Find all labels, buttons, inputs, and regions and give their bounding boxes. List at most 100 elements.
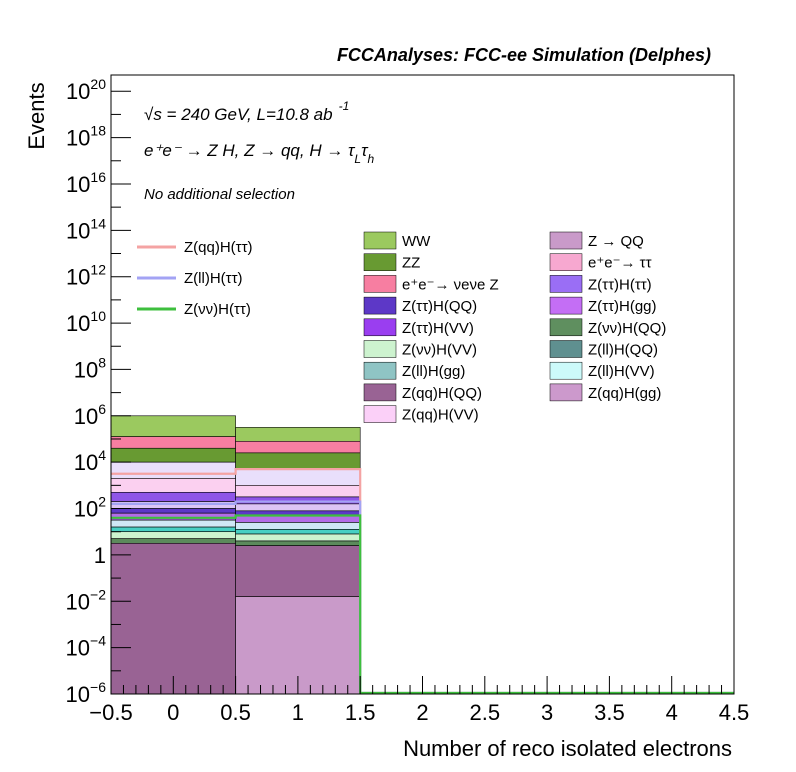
x-tick-label-10: 4.5 <box>719 700 750 725</box>
x-tick-label-8: 3.5 <box>594 700 625 725</box>
legend-signal-label-2: Z(νν)H(ττ) <box>184 301 251 318</box>
bar-bin0-band6 <box>110 501 236 509</box>
y-tick-label-8: 1010 <box>66 308 106 336</box>
y-tick-label-5: 104 <box>74 447 106 475</box>
x-tick-label-4: 1.5 <box>345 700 376 725</box>
x-tick-label-2: 0.5 <box>220 700 251 725</box>
bar-bin0-band8 <box>110 512 236 521</box>
legend-bkg-col1-label-3: Z(ττ)H(QQ) <box>402 298 477 315</box>
legend-bkg-col1-swatch-4 <box>363 318 397 337</box>
legend-bkg-col1-swatch-1 <box>363 253 397 271</box>
legend-bkg-col2-swatch-4 <box>549 318 583 337</box>
lumi-exponent: -1 <box>339 99 350 113</box>
legend-bkg-col2-label-7: Z(qq)H(gg) <box>588 385 661 402</box>
bar-bin1-band4 <box>235 485 361 498</box>
chart-header: FCCAnalyses: FCC-ee Simulation (Delphes) <box>337 45 711 65</box>
bar-bin0-band10 <box>110 526 236 533</box>
legend-bkg-col2-label-2: Z(ττ)H(ττ) <box>588 276 652 293</box>
bar-bin1-band5 <box>235 496 361 505</box>
bar-bin1-band6 <box>235 503 361 512</box>
x-tick-label-5: 2 <box>416 700 428 725</box>
x-axis-label: Number of reco isolated electrons <box>403 736 732 761</box>
x-tick-label-0: −0.5 <box>89 700 132 725</box>
legend-bkg-col1-swatch-8 <box>363 405 397 423</box>
legend-bkg-col2-swatch-3 <box>549 296 583 315</box>
process-sub2: h <box>367 152 374 166</box>
y-tick-label-12: 1018 <box>66 123 106 151</box>
legend-bkg-col2-swatch-0 <box>549 231 583 250</box>
legend: Z(qq)H(ττ) Z(ll)H(ττ) Z(νν)H(ττ) WW ZZ e⁺e⁻→ … <box>137 231 666 424</box>
process-main: e⁺e⁻ → Z H, Z → qq, H → τ <box>144 141 356 160</box>
bar-bin0-band2 <box>110 447 236 463</box>
legend-bkg-col2-label-6: Z(ll)H(VV) <box>588 363 655 380</box>
bar-bin0-band5 <box>110 492 236 502</box>
x-tick-label-6: 2.5 <box>470 700 501 725</box>
legend-bkg-col2-swatch-5 <box>549 340 583 358</box>
legend-bkg-col1-swatch-0 <box>363 231 397 250</box>
legend-bkg-col1-label-8: Z(qq)H(VV) <box>402 407 479 424</box>
legend-bkg-col1-swatch-3 <box>363 296 397 315</box>
legend-bkg-col2-swatch-2 <box>549 275 583 293</box>
y-tick-label-7: 108 <box>74 354 106 382</box>
y-axis-label: Events <box>24 82 49 149</box>
bar-bin1-band1 <box>235 440 361 454</box>
stacked-bars <box>110 415 361 695</box>
bar-bin1-band10 <box>235 529 361 535</box>
y-tick-label-0: 10−6 <box>66 679 107 707</box>
legend-bkg-col2-swatch-7 <box>549 383 583 402</box>
y-axis-ticks: 10−6 10−4 10−2 1 102 104 106 108 1010 1012 1014 101… <box>66 76 131 707</box>
legend-bkg-col2-label-0: Z → QQ <box>588 233 644 250</box>
legend-signal-label-0: Z(qq)H(ττ) <box>184 239 253 256</box>
legend-bkg-col1-label-0: WW <box>402 233 431 250</box>
legend-bkg-col2-label-5: Z(ll)H(QQ) <box>588 342 658 359</box>
legend-bkg-col1-label-4: Z(ττ)H(VV) <box>402 320 474 337</box>
bar-bin0-band11 <box>110 531 236 539</box>
y-tick-label-9: 1012 <box>66 262 106 290</box>
x-tick-label-1: 0 <box>167 700 179 725</box>
legend-bkg-col2-label-3: Z(ττ)H(gg) <box>588 298 657 315</box>
y-tick-label-4: 102 <box>74 494 106 522</box>
y-tick-label-13: 1020 <box>66 76 106 104</box>
legend-bkg-col1-label-6: Z(ll)H(gg) <box>402 363 465 380</box>
legend-bkg-col1-label-5: Z(νν)H(VV) <box>402 342 477 359</box>
bar-bin1-band13 <box>235 545 361 597</box>
x-tick-label-7: 3 <box>541 700 553 725</box>
bar-bin0-band3 <box>110 461 236 479</box>
bar-bin1-band3 <box>235 468 361 486</box>
legend-signal-label-1: Z(ll)H(ττ) <box>184 270 243 287</box>
legend-bkg-col1-label-1: ZZ <box>402 255 420 272</box>
legend-bkg-col1-label-2: e⁺e⁻→ νeνe Z <box>402 276 499 293</box>
legend-bkg-col2-label-4: Z(νν)H(QQ) <box>588 320 666 337</box>
x-axis-ticks: −0.5 0 0.5 1 1.5 2 2.5 3 3.5 4 4.5 <box>89 676 749 725</box>
bar-bin1-band11 <box>235 533 361 542</box>
bar-bin1-band12 <box>235 540 361 546</box>
y-tick-label-10: 1014 <box>66 215 106 243</box>
bar-bin1-band0 <box>235 427 361 442</box>
legend-bkg-col1-swatch-2 <box>363 275 397 293</box>
bar-bin0-band0 <box>110 415 236 437</box>
y-tick-label-6: 106 <box>74 401 106 429</box>
y-tick-label-2: 10−2 <box>66 586 107 614</box>
bar-bin0-band13 <box>110 543 236 695</box>
energy-lumi-text: √s = 240 GeV, L=10.8 ab <box>144 105 333 124</box>
y-tick-label-3: 1 <box>94 543 106 568</box>
legend-bkg-col1-swatch-6 <box>363 361 397 380</box>
process-sub1: L <box>354 152 361 166</box>
bar-bin0-band9 <box>110 519 236 528</box>
bar-bin0-band4 <box>110 478 236 493</box>
process-mid: τ <box>361 141 369 160</box>
bar-bin0-band12 <box>110 538 236 544</box>
legend-bkg-col1-label-7: Z(qq)H(QQ) <box>402 385 482 402</box>
y-tick-label-1: 10−4 <box>66 633 107 661</box>
x-tick-label-3: 1 <box>292 700 304 725</box>
legend-bkg-col2-label-1: e⁺e⁻→ ττ <box>588 255 652 272</box>
legend-bkg-col1-swatch-5 <box>363 340 397 358</box>
bar-bin0-band7 <box>110 508 236 514</box>
energy-lumi-annotation: √s = 240 GeV, L=10.8 ab -1 <box>144 99 349 124</box>
legend-bkg-col2-swatch-1 <box>549 253 583 271</box>
bar-bin0-band1 <box>110 436 236 449</box>
bar-bin1-band9 <box>235 522 361 530</box>
legend-bkg-col2-swatch-6 <box>549 361 583 380</box>
bar-bin1-band2 <box>235 452 361 470</box>
